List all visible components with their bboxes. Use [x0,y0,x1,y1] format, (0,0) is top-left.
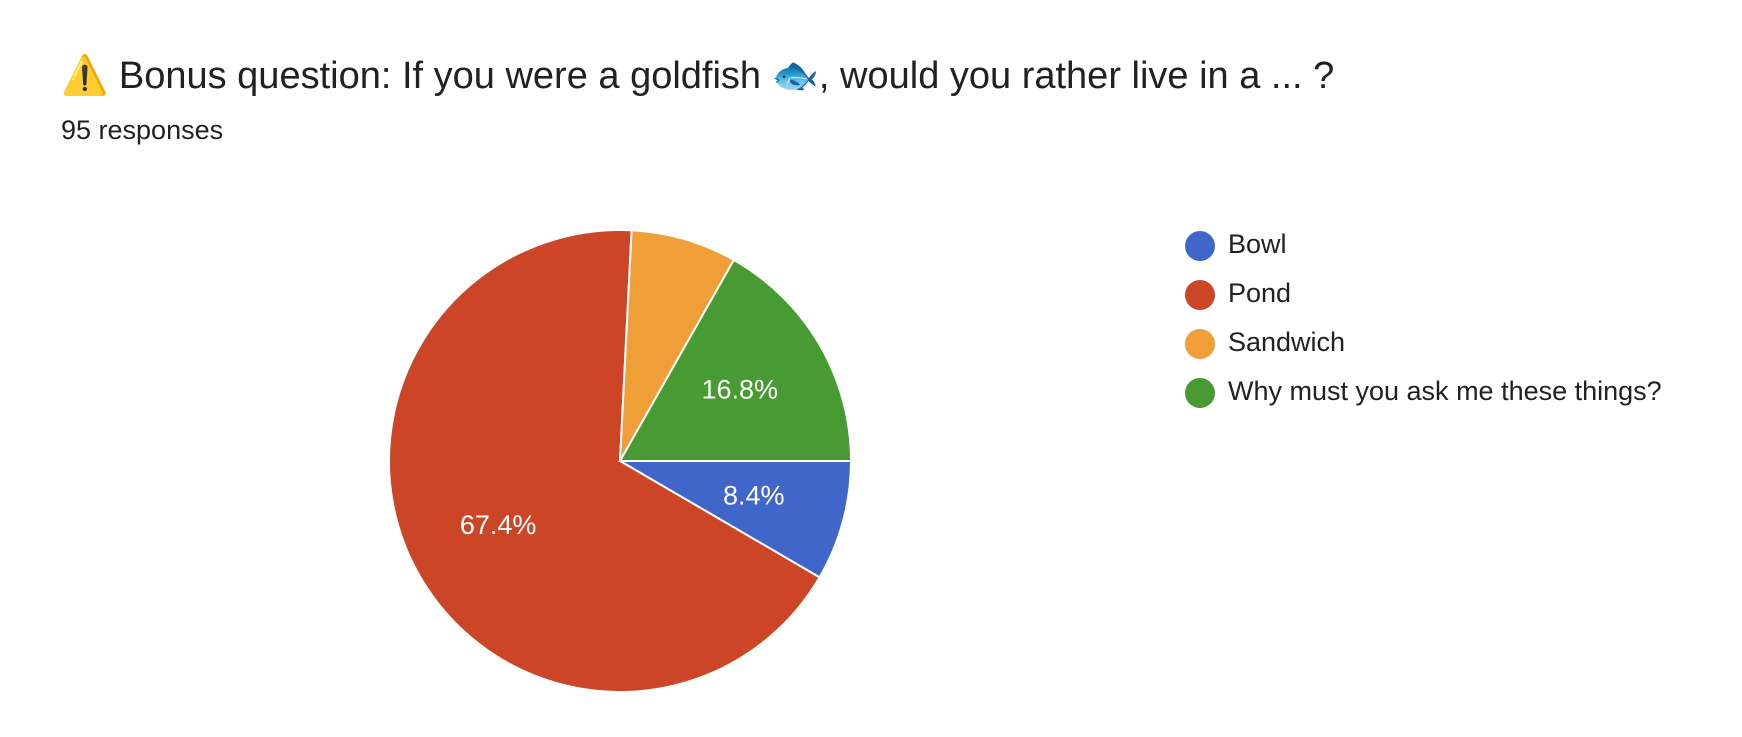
pie-slice [388,229,821,693]
legend-label: Pond [1228,278,1291,308]
legend-marker [1185,329,1215,359]
pie-slice [616,460,853,579]
legend-label: Why must you ask me these things? [1228,376,1662,406]
pie-slice [618,258,853,462]
legend-label: Bowl [1228,229,1287,259]
slice-label: 67.4% [460,510,537,540]
legend-label: Sandwich [1228,327,1345,357]
chart-title: ⚠️ Bonus question: If you were a goldfis… [61,53,1334,97]
legend-marker [1185,280,1215,310]
pie-slice [619,229,736,462]
slice-label: 8.4% [723,480,785,510]
legend-marker [1185,231,1215,261]
slice-label: 16.8% [701,374,778,404]
legend-marker [1185,378,1215,408]
chart-subtitle: 95 responses [61,115,223,145]
